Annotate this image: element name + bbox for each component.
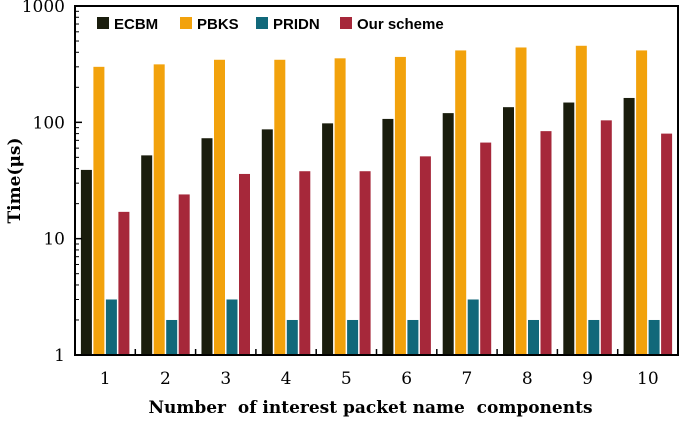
legend: ECBM PBKS PRIDN Our scheme <box>97 16 444 33</box>
bar-pridn-2 <box>166 319 178 355</box>
x-tick-label-6: 6 <box>401 369 412 389</box>
bar-pridn-3 <box>226 299 238 355</box>
legend-swatch-pridn <box>256 17 268 29</box>
legend-label-pbks: PBKS <box>197 16 239 33</box>
bar-our-scheme-4 <box>299 171 311 355</box>
bars-layer <box>80 45 673 356</box>
legend-label-ecbm: ECBM <box>114 16 158 33</box>
bar-our-scheme-3 <box>239 173 250 355</box>
legend-label-pridn: PRIDN <box>273 16 320 33</box>
bar-our-scheme-1 <box>118 211 130 355</box>
bar-our-scheme-5 <box>359 171 371 355</box>
y-tick-label-1: 1 <box>54 346 65 366</box>
x-tick-label-2: 2 <box>160 369 171 389</box>
bar-pbks-1 <box>93 66 105 355</box>
legend-label-our-scheme: Our scheme <box>357 16 444 33</box>
plot-area-frame <box>74 5 679 356</box>
bar-pbks-2 <box>153 64 165 356</box>
bar-pbks-10 <box>636 50 648 356</box>
bar-ecbm-7 <box>442 113 454 356</box>
legend-swatch-our-scheme <box>340 17 352 29</box>
bar-ecbm-10 <box>623 97 635 356</box>
bar-ecbm-1 <box>80 169 92 355</box>
bar-ecbm-2 <box>141 155 153 355</box>
bar-pridn-1 <box>105 299 117 355</box>
bar-ecbm-4 <box>261 129 273 355</box>
bar-our-scheme-6 <box>419 156 431 355</box>
bar-ecbm-5 <box>322 123 334 355</box>
bar-ecbm-6 <box>382 118 394 355</box>
y-axis-title: Time(μs) <box>5 137 25 223</box>
bar-pbks-6 <box>394 56 406 356</box>
x-tick-label-3: 3 <box>220 369 231 389</box>
x-tick-label-8: 8 <box>522 369 533 389</box>
bar-pridn-9 <box>588 319 600 355</box>
bar-pridn-4 <box>286 319 298 355</box>
bar-pbks-8 <box>515 47 527 355</box>
bar-ecbm-3 <box>201 138 213 355</box>
bar-ecbm-9 <box>563 102 575 355</box>
bar-pbks-3 <box>214 59 225 356</box>
x-axis-title: Number of interest packet name component… <box>148 398 592 417</box>
bar-our-scheme-7 <box>480 142 492 355</box>
bar-pbks-4 <box>274 59 286 356</box>
axis-ticks: 1 2 3 4 5 6 7 8 9 10 1 10 100 1000 <box>22 0 679 389</box>
y-tick-label-100: 100 <box>33 113 65 133</box>
bar-our-scheme-9 <box>600 120 612 355</box>
x-tick-label-1: 1 <box>100 369 111 389</box>
bar-pridn-5 <box>347 319 359 355</box>
bar-pridn-7 <box>467 299 479 355</box>
bar-ecbm-8 <box>503 107 514 355</box>
x-tick-label-10: 10 <box>637 369 659 389</box>
bar-pbks-5 <box>334 58 346 355</box>
legend-swatch-pbks <box>180 17 192 29</box>
bar-pridn-6 <box>407 319 419 355</box>
bar-pbks-9 <box>575 45 587 355</box>
bar-our-scheme-8 <box>540 131 552 355</box>
y-tick-label-1000: 1000 <box>22 0 65 17</box>
bar-pbks-7 <box>455 50 467 356</box>
y-tick-label-10: 10 <box>43 230 65 250</box>
x-tick-label-9: 9 <box>582 369 593 389</box>
bar-pridn-8 <box>528 319 539 355</box>
bar-our-scheme-2 <box>178 194 190 355</box>
legend-swatch-ecbm <box>97 17 109 29</box>
bar-our-scheme-10 <box>661 133 673 355</box>
bar-pridn-10 <box>648 319 660 355</box>
x-tick-label-7: 7 <box>462 369 473 389</box>
x-tick-label-5: 5 <box>341 369 352 389</box>
x-tick-label-4: 4 <box>281 369 292 389</box>
